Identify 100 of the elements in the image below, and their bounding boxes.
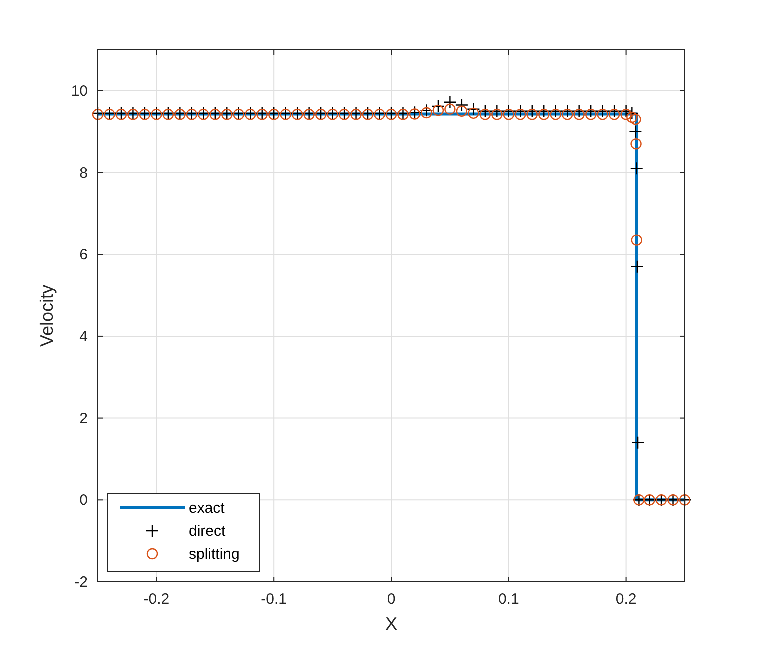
x-tick-label: 0 <box>387 591 396 608</box>
point <box>626 106 639 120</box>
point <box>503 109 514 120</box>
point <box>338 109 350 120</box>
point <box>373 106 386 120</box>
point <box>444 96 457 109</box>
point <box>562 109 574 120</box>
point <box>467 102 480 116</box>
point <box>268 109 280 120</box>
point <box>585 109 597 120</box>
legend-label: direct <box>189 523 227 540</box>
point <box>561 104 574 118</box>
point <box>408 106 422 120</box>
y-tick-label: 4 <box>80 328 88 346</box>
point <box>456 106 468 117</box>
point <box>526 109 538 120</box>
point <box>596 104 610 118</box>
point <box>597 109 608 120</box>
point <box>233 109 244 120</box>
y-tick-label: 0 <box>80 492 88 510</box>
point <box>538 109 550 120</box>
point <box>128 109 139 120</box>
point <box>629 125 642 138</box>
point <box>631 436 645 450</box>
point <box>151 109 162 120</box>
point <box>186 109 198 120</box>
y-tick-label: 10 <box>71 82 88 100</box>
point <box>574 109 585 120</box>
point <box>292 109 304 120</box>
point <box>162 109 174 120</box>
point <box>630 138 642 150</box>
point <box>608 109 620 120</box>
x-tick-label: 0.2 <box>616 591 637 608</box>
point <box>526 104 539 118</box>
x-tick-label: -0.2 <box>144 591 170 608</box>
point <box>455 98 469 112</box>
point <box>386 109 398 120</box>
point <box>480 109 492 120</box>
point <box>174 109 186 120</box>
point <box>104 109 116 120</box>
point <box>630 162 644 176</box>
legend-label: splitting <box>189 546 240 563</box>
point <box>198 109 210 120</box>
point <box>432 104 444 116</box>
point <box>279 106 292 120</box>
point <box>103 106 116 120</box>
point <box>550 109 562 120</box>
point <box>197 106 210 120</box>
point <box>432 100 446 114</box>
point <box>572 104 586 118</box>
y-tick-label: 2 <box>80 410 88 428</box>
point <box>150 106 164 120</box>
point <box>626 112 638 124</box>
point <box>630 114 642 126</box>
point <box>421 107 432 119</box>
point <box>420 104 434 118</box>
point <box>126 106 140 120</box>
point <box>350 109 362 120</box>
point <box>396 106 410 120</box>
y-axis-title: Velocity <box>37 284 57 348</box>
point <box>620 109 632 120</box>
y-tick-label: 6 <box>80 246 88 264</box>
y-tick-label: 8 <box>80 164 88 182</box>
point <box>315 109 327 120</box>
point <box>515 109 526 120</box>
point <box>538 104 551 118</box>
legend-label: exact <box>189 500 226 517</box>
x-tick-label: -0.1 <box>261 591 288 608</box>
point <box>139 109 151 120</box>
x-axis-title: X <box>385 614 398 634</box>
point <box>631 234 642 246</box>
point <box>468 108 480 120</box>
point <box>478 104 492 118</box>
point <box>304 109 315 120</box>
point <box>174 106 187 120</box>
point <box>502 104 516 118</box>
point <box>409 108 421 120</box>
point <box>549 104 562 118</box>
point <box>584 104 598 118</box>
point <box>362 109 374 120</box>
point <box>92 109 104 120</box>
point <box>256 106 269 120</box>
point <box>514 104 528 118</box>
point <box>232 106 246 120</box>
point <box>210 109 221 120</box>
point <box>620 104 633 118</box>
y-tick-label: -2 <box>74 574 88 591</box>
point <box>280 109 292 120</box>
point <box>492 109 503 120</box>
point <box>116 109 128 120</box>
point <box>398 109 409 120</box>
point <box>444 104 456 115</box>
point <box>256 109 268 120</box>
point <box>490 104 504 118</box>
point <box>350 106 363 120</box>
point <box>630 260 644 274</box>
point <box>222 109 233 120</box>
point <box>608 104 622 118</box>
point <box>245 109 256 120</box>
point <box>302 106 316 120</box>
